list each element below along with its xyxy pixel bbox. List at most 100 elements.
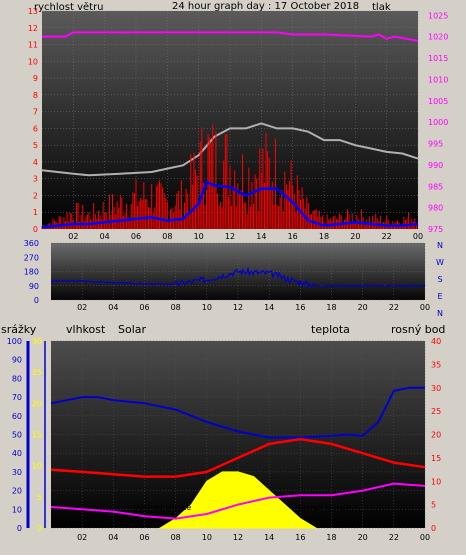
rain-tick-label: 0 <box>17 524 22 533</box>
wind-tick-label: 12 <box>28 24 38 33</box>
direction-x-tick-label: 22 <box>389 303 399 312</box>
temp-x-tick-label: 10 <box>202 533 212 542</box>
humidity-tick-label: 10 <box>32 462 42 471</box>
temp-tick-label: 25 <box>431 407 441 416</box>
direction-x-tick-label: 06 <box>139 303 149 312</box>
temp-x-tick-label: 00 <box>420 533 430 542</box>
sunset-annotation: západ slunce <box>298 503 351 512</box>
wind-gray-line <box>41 122 419 177</box>
direction-x-tick-label: 20 <box>358 303 368 312</box>
wind-x-tick-label: 04 <box>100 232 110 241</box>
wind-tick-label: 13 <box>28 7 38 16</box>
wind-x-tick-label: 00 <box>413 232 423 241</box>
temp-x-tick-label: 22 <box>389 533 399 542</box>
direction-x-tick-label: 18 <box>326 303 336 312</box>
temp-x-tick-label: 04 <box>108 533 118 542</box>
wind-tick-label: 5 <box>33 141 38 150</box>
pressure-tick-label: 1000 <box>428 118 448 127</box>
wind-tick-label: 6 <box>33 124 38 133</box>
humidity-line <box>50 386 425 439</box>
wind-tick-labels: 0123456789101112139759809859909951000100… <box>28 7 449 241</box>
wind-pressure-series <box>41 31 419 229</box>
pressure-tick-label: 990 <box>428 161 443 170</box>
rain-tick-label: 60 <box>12 412 22 421</box>
humidity-label: vlhkost <box>66 323 106 336</box>
pressure-tick-label: 985 <box>428 182 443 191</box>
direction-x-tick-label: 08 <box>171 303 181 312</box>
wind-tick-label: 1 <box>33 208 38 217</box>
wind-grid <box>42 10 419 230</box>
wind-x-tick-label: 02 <box>68 232 78 241</box>
compass-label: N <box>437 309 443 318</box>
temperature-line <box>50 437 426 478</box>
direction-tick-label: 90 <box>29 282 39 291</box>
dewpoint-line <box>50 482 426 520</box>
pressure-tick-label: 1015 <box>428 54 448 63</box>
direction-x-tick-label: 04 <box>108 303 118 312</box>
rain-tick-label: 40 <box>12 449 22 458</box>
temp-tick-label: 10 <box>431 477 441 486</box>
temperature-label: teplota <box>311 323 350 336</box>
direction-line <box>50 266 426 289</box>
compass-label: W <box>436 258 444 267</box>
wind-x-tick-label: 16 <box>288 232 298 241</box>
rain-tick-label: 10 <box>12 505 22 514</box>
direction-tick-label: 360 <box>24 239 39 248</box>
direction-x-tick-label: 02 <box>77 303 87 312</box>
pressure-tick-label: 980 <box>428 204 443 213</box>
temp-tick-label: 15 <box>431 454 441 463</box>
temp-tick-label: 40 <box>431 337 441 346</box>
direction-tick-labels: 0 90 180 270 360 02 04 06 08 10 12 14 16 18 20 22 00 <box>24 239 430 312</box>
temp-tick-label: 20 <box>431 431 441 440</box>
rain-tick-label: 90 <box>12 356 22 365</box>
rain-label: srážky <box>1 323 37 336</box>
wind-speed-label: rychlost větru <box>34 1 104 13</box>
humidity-tick-label: 20 <box>32 399 42 408</box>
wind-gust-line <box>41 180 419 229</box>
humidity-tick-label: 15 <box>32 431 42 440</box>
direction-series <box>50 266 426 289</box>
rain-tick-label: 50 <box>12 431 22 440</box>
wind-tick-label: 8 <box>33 91 38 100</box>
wind-x-tick-label: 20 <box>350 232 360 241</box>
pressure-label: tlak <box>372 2 391 13</box>
solar-area <box>158 471 318 529</box>
temp-tick-label: 0 <box>431 524 436 533</box>
pressure-tick-label: 1010 <box>428 75 448 84</box>
pressure-tick-label: 995 <box>428 140 443 149</box>
wind-tick-label: 7 <box>33 108 38 117</box>
humidity-tick-label: 25 <box>32 368 42 377</box>
wind-tick-label: 4 <box>33 158 38 167</box>
solar-label: Solar <box>118 323 147 336</box>
wind-tick-label: 9 <box>33 74 38 83</box>
chart-title: 24 hour graph day : 17 October 2018 <box>172 1 359 12</box>
sunrise-annotation: východ slunce <box>134 503 191 512</box>
temp-tick-label: 35 <box>431 360 441 369</box>
wind-x-tick-label: 12 <box>225 232 235 241</box>
temp-x-tick-label: 12 <box>233 533 243 542</box>
direction-x-tick-label: 16 <box>295 303 305 312</box>
pressure-tick-label: 1005 <box>428 97 448 106</box>
dewpoint-label: rosný bod <box>391 323 445 336</box>
humidity-tick-label: 5 <box>37 493 42 502</box>
compass-label: S <box>437 275 442 284</box>
rain-tick-label: 70 <box>12 393 22 402</box>
temp-tick-label: 5 <box>431 501 436 510</box>
wind-tick-label: 3 <box>33 175 38 184</box>
temp-humidity-series <box>50 386 426 529</box>
wind-x-tick-label: 08 <box>162 232 172 241</box>
humidity-tick-label: 0 <box>37 524 42 533</box>
rain-tick-label: 100 <box>7 337 22 346</box>
direction-x-tick-label: 14 <box>264 303 274 312</box>
temp-x-tick-label: 18 <box>326 533 336 542</box>
humidity-tick-label: 30 <box>32 337 42 346</box>
compass-label: E <box>437 292 442 301</box>
temp-x-tick-label: 02 <box>77 533 87 542</box>
wind-x-tick-label: 22 <box>382 232 392 241</box>
wind-x-tick-label: 10 <box>194 232 204 241</box>
temp-x-tick-label: 06 <box>139 533 149 542</box>
temp-tick-labels: 0102030405060708090100051015202530051015… <box>7 337 441 542</box>
temp-x-tick-label: 08 <box>171 533 181 542</box>
